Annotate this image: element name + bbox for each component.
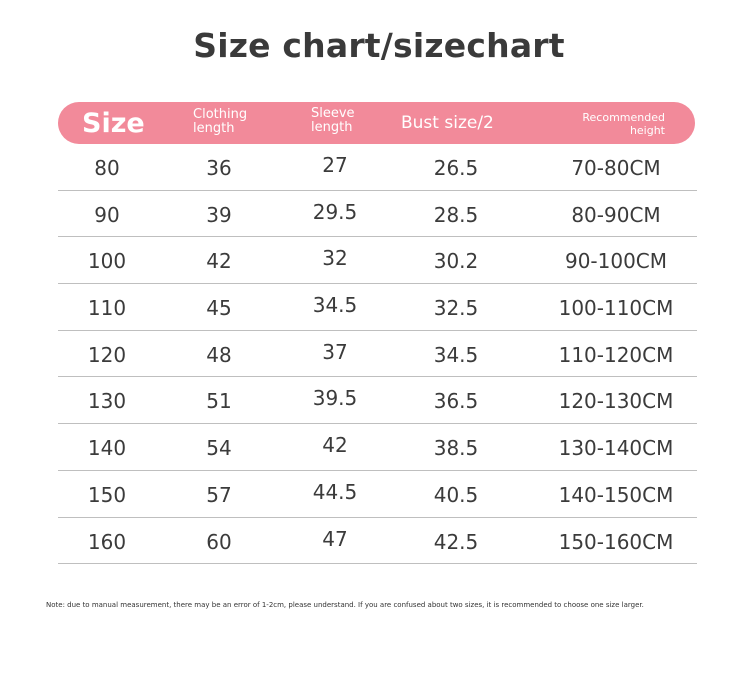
cell-clothing-length: 54 [206, 436, 232, 461]
table-row: 160 60 47 42.5 150-160CM [58, 518, 697, 565]
cell-clothing-length: 39 [206, 202, 232, 227]
cell-clothing-length: 57 [206, 482, 232, 507]
cell-recommended-height: 90-100CM [564, 249, 668, 274]
cell-clothing-length: 60 [206, 529, 232, 554]
cell-sleeve-length: 37 [322, 339, 348, 364]
cell-recommended-height: 100-110CM [558, 296, 674, 321]
cell-recommended-height: 110-120CM [558, 342, 674, 367]
cell-bust: 40.5 [433, 482, 479, 507]
table-row: 120 48 37 34.5 110-120CM [58, 331, 697, 378]
cell-recommended-height: 150-160CM [558, 529, 674, 554]
cell-bust: 30.2 [433, 249, 479, 274]
table-row: 110 45 34.5 32.5 100-110CM [58, 284, 697, 331]
header-sleeve-length-text: Sleeve length [311, 106, 355, 135]
table-row: 90 39 29.5 28.5 80-90CM [58, 191, 697, 238]
cell-sleeve-length: 32 [322, 246, 348, 271]
cell-sleeve-length: 34.5 [312, 293, 358, 318]
measurement-note: Note: due to manual measurement, there m… [46, 601, 644, 609]
cell-bust: 26.5 [433, 156, 479, 180]
cell-recommended-height: 130-140CM [558, 436, 674, 461]
table-header: Size Clothing length Sleeve length Bust … [58, 102, 695, 144]
cell-sleeve-length: 39.5 [312, 386, 358, 411]
size-table-body: 80 36 27 26.5 70-80CM 90 39 29.5 28.5 80-90CM 100 4… [58, 144, 697, 565]
cell-bust: 28.5 [433, 202, 479, 227]
header-bust: Bust size/2 [401, 113, 494, 133]
cell-recommended-height: 140-150CM [558, 482, 674, 507]
cell-recommended-height: 80-90CM [571, 202, 661, 227]
cell-size: 80 [94, 156, 120, 180]
cell-size: 120 [87, 342, 127, 367]
cell-sleeve-length: 44.5 [312, 479, 358, 504]
header-recommended-height-text: Recommended height [582, 111, 665, 137]
cell-size: 160 [87, 529, 127, 554]
cell-clothing-length: 45 [206, 296, 232, 321]
cell-size: 100 [87, 249, 127, 274]
cell-clothing-length: 36 [206, 156, 232, 180]
cell-clothing-length: 42 [206, 249, 232, 274]
cell-size: 110 [87, 296, 127, 321]
cell-recommended-height: 120-130CM [558, 389, 674, 414]
header-size: Size [82, 108, 145, 139]
cell-recommended-height: 70-80CM [571, 156, 661, 180]
cell-bust: 34.5 [433, 342, 479, 367]
cell-sleeve-length: 42 [322, 433, 348, 458]
cell-bust: 42.5 [433, 529, 479, 554]
header-clothing-length-text: Clothing length [193, 107, 248, 136]
cell-size: 130 [87, 389, 127, 414]
cell-bust: 32.5 [433, 296, 479, 321]
page-title: Size chart/sizechart [193, 26, 565, 65]
header-recommended-height: Recommended height [569, 111, 665, 137]
table-row: 130 51 39.5 36.5 120-130CM [58, 377, 697, 425]
header-sleeve-length: Sleeve length [311, 107, 367, 135]
table-row: 150 57 44.5 40.5 140-150CM [58, 471, 697, 518]
cell-bust: 38.5 [433, 436, 479, 461]
header-clothing-length: Clothing length [193, 108, 263, 136]
cell-bust: 36.5 [433, 389, 479, 414]
cell-size: 150 [87, 482, 127, 507]
table-row: 80 36 27 26.5 70-80CM [58, 144, 697, 191]
table-row: 100 42 32 30.2 90-100CM [58, 237, 697, 285]
cell-size: 90 [94, 202, 120, 227]
cell-size: 140 [87, 436, 127, 461]
cell-sleeve-length: 27 [322, 153, 348, 177]
cell-clothing-length: 48 [206, 342, 232, 367]
cell-sleeve-length: 29.5 [312, 199, 358, 224]
cell-sleeve-length: 47 [322, 526, 348, 551]
table-row: 140 54 42 38.5 130-140CM [58, 424, 697, 471]
cell-clothing-length: 51 [206, 389, 232, 414]
